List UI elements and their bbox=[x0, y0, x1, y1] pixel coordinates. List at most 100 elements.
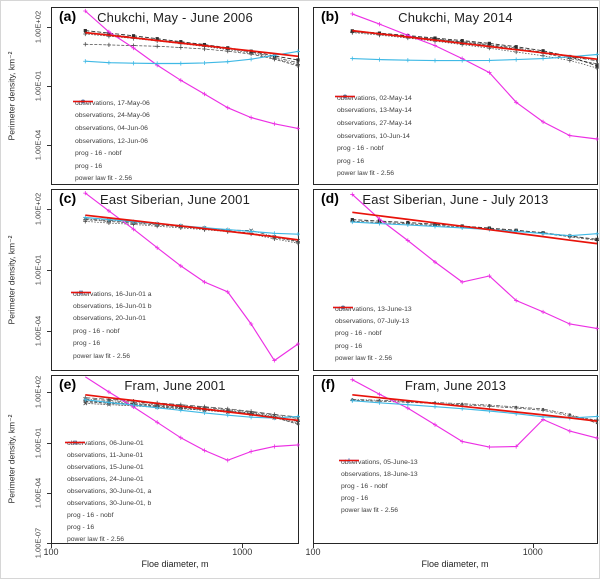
legend-label: power law fit - 2.56 bbox=[335, 355, 393, 363]
panel-letter: (a) bbox=[59, 8, 77, 24]
marker-plus bbox=[350, 398, 355, 403]
marker-square bbox=[433, 36, 437, 40]
marker-plus bbox=[83, 42, 88, 47]
panel-letter: (b) bbox=[321, 8, 339, 24]
marker-dot bbox=[156, 404, 159, 407]
y-tick-label: 1.00E-01 bbox=[33, 427, 43, 458]
marker-plus bbox=[432, 224, 438, 229]
plot-area bbox=[350, 192, 599, 331]
marker-plus bbox=[487, 58, 492, 63]
legend-item: observations, 24-June-01 bbox=[64, 440, 151, 486]
x-tick-label: 1000 bbox=[232, 547, 253, 557]
marker-plus bbox=[514, 298, 519, 303]
marker-square bbox=[514, 45, 518, 49]
panel-title: East Siberian, June 2001 bbox=[99, 192, 251, 207]
legend-item: power law fit - 2.56 bbox=[70, 291, 152, 362]
legend-item: prog - 16 bbox=[334, 94, 412, 168]
marker-square bbox=[83, 28, 87, 33]
marker-plus bbox=[295, 442, 300, 447]
legend-label: observations, 18-June-13 bbox=[341, 470, 418, 478]
legend-label: power law fit - 2.56 bbox=[341, 507, 399, 515]
marker-plus bbox=[131, 45, 136, 51]
marker-plus bbox=[249, 449, 254, 454]
marker-plus bbox=[225, 59, 230, 64]
marker-square bbox=[406, 220, 410, 225]
marker-plus bbox=[487, 70, 492, 75]
legend-item: prog - 16 - nobf bbox=[72, 99, 150, 160]
axis-tick bbox=[47, 209, 51, 210]
marker-plus bbox=[567, 233, 572, 238]
series-prog bbox=[352, 53, 598, 62]
marker-dot bbox=[595, 422, 599, 425]
y-tick-label: 1.00E-01 bbox=[33, 70, 43, 102]
legend-label: observations, 13-June-13 bbox=[335, 305, 412, 313]
marker-dot bbox=[515, 405, 518, 409]
marker-x bbox=[83, 401, 88, 406]
legend-item: power law fit - 2.56 bbox=[338, 459, 418, 517]
x-tick-label: 100 bbox=[305, 547, 321, 557]
x-axis-title: Floe diameter, m bbox=[421, 559, 489, 569]
legend-label: prog - 16 - nobf bbox=[73, 327, 120, 335]
marker-plus bbox=[377, 57, 382, 62]
marker-plus bbox=[350, 192, 355, 197]
marker-plus bbox=[514, 57, 519, 62]
legend-item: observations, 12-Jun-06 bbox=[72, 99, 150, 148]
marker-plus bbox=[514, 49, 519, 55]
legend-item: observations, 04-Jun-06 bbox=[72, 100, 150, 135]
series-obs bbox=[85, 398, 299, 419]
marker-square bbox=[433, 222, 437, 226]
y-axis-title: Perimeter density, km⁻² bbox=[6, 51, 17, 141]
axis-tick bbox=[47, 270, 51, 271]
marker-dot bbox=[296, 423, 300, 426]
legend: observations, 05-June-13 observations, 18… bbox=[338, 456, 418, 517]
chart-panel-c: (c) East Siberian, June 2001 observations,… bbox=[51, 189, 300, 371]
series-obs bbox=[85, 400, 299, 425]
series-nobf bbox=[351, 193, 598, 329]
marker-plus bbox=[295, 49, 300, 54]
marker-plus bbox=[225, 105, 230, 110]
series-obs bbox=[352, 32, 598, 69]
marker-plus bbox=[178, 435, 183, 440]
marker-plus bbox=[202, 279, 207, 285]
marker-plus bbox=[514, 444, 519, 449]
legend-item: prog - 16 bbox=[332, 305, 412, 352]
legend-label: observations, 11-June-01 bbox=[67, 452, 144, 460]
marker-plus bbox=[83, 397, 88, 402]
series-obs bbox=[85, 397, 299, 418]
legend-label: prog - 16 - nobf bbox=[67, 511, 114, 519]
marker-plus bbox=[432, 43, 438, 48]
legend-label: power law fit - 2.56 bbox=[75, 175, 133, 183]
y-tick-label: 1.00E-01 bbox=[33, 254, 43, 286]
marker-plus bbox=[272, 358, 277, 363]
marker-plus bbox=[155, 61, 160, 66]
marker-plus bbox=[131, 61, 136, 66]
marker-plus bbox=[106, 29, 112, 34]
marker-plus bbox=[594, 52, 599, 57]
legend-item: prog - 16 bbox=[72, 99, 150, 173]
legend-label: observations, 15-June-01 bbox=[67, 464, 144, 472]
marker-plus bbox=[249, 415, 254, 420]
marker-plus bbox=[594, 231, 599, 236]
marker-plus bbox=[540, 231, 546, 236]
marker-plus bbox=[83, 190, 88, 196]
y-tick-label: 1.00E+02 bbox=[33, 375, 43, 409]
marker-plus bbox=[377, 22, 382, 27]
panel-letter: (d) bbox=[321, 190, 339, 206]
marker-dot bbox=[595, 59, 599, 62]
panel-title: East Siberian, June - July 2013 bbox=[362, 192, 549, 207]
marker-plus bbox=[295, 126, 300, 131]
panel-title: Chukchi, May 2014 bbox=[398, 10, 513, 25]
marker-plus bbox=[487, 445, 492, 450]
y-tick-label: 1.00E-07 bbox=[33, 527, 43, 559]
marker-plus bbox=[249, 115, 254, 120]
legend: observations, 02-May-14 observations, 13-… bbox=[334, 92, 412, 180]
legend-label: observations, 04-Jun-06 bbox=[75, 124, 148, 132]
marker-dot bbox=[461, 402, 464, 405]
legend-item: observations, 16-Jun-01 b bbox=[70, 290, 152, 312]
legend-label: prog - 16 bbox=[67, 523, 95, 531]
legend-item: observations, 11-June-01 bbox=[64, 440, 151, 462]
axis-tick bbox=[533, 544, 534, 548]
marker-plus bbox=[432, 259, 438, 265]
marker-plus bbox=[83, 215, 88, 220]
legend-label: prog - 16 bbox=[341, 495, 369, 503]
